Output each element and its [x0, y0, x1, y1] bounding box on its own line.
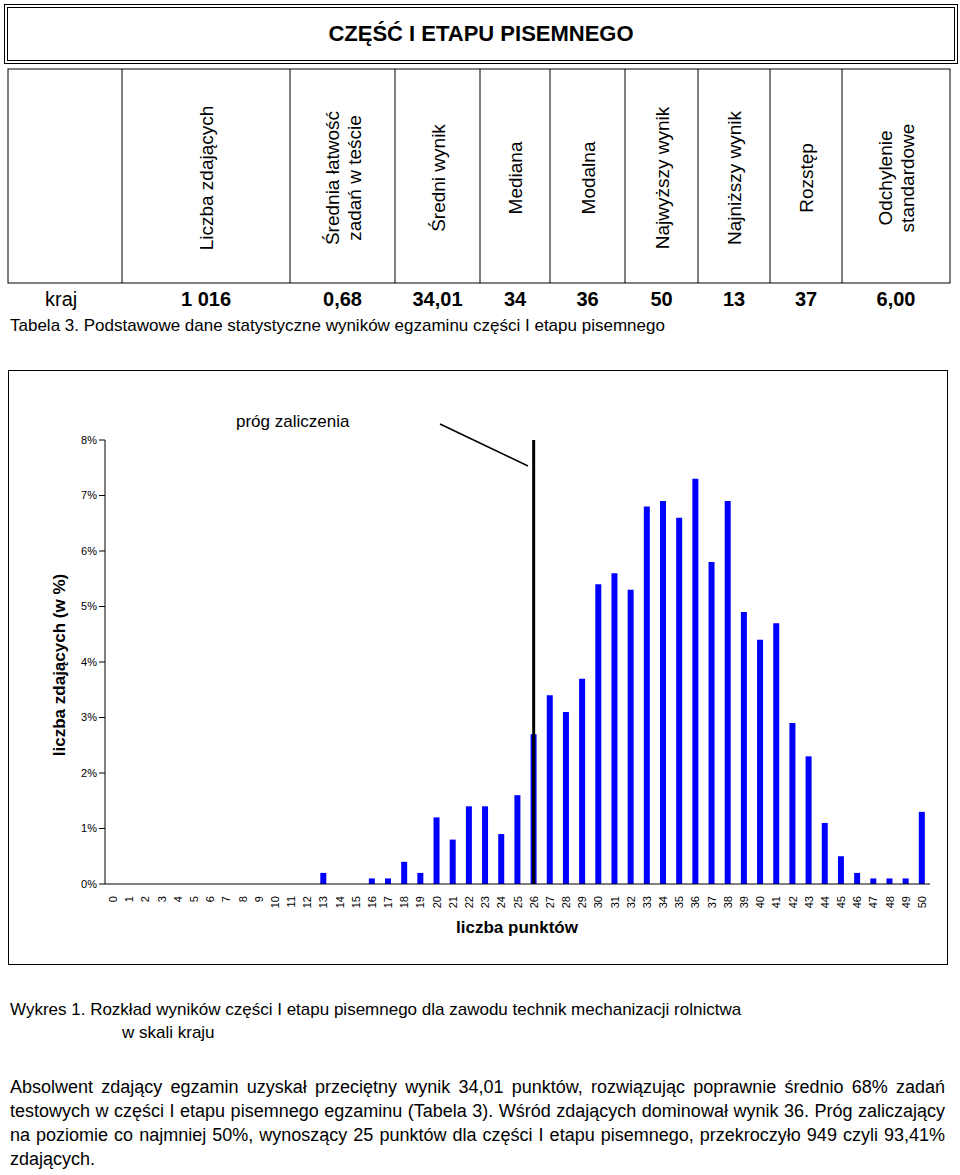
html-text:liczba zdających (w %): liczba zdających (w %)	[50, 573, 69, 757]
svg-text:35: 35	[673, 896, 685, 908]
svg-text:17: 17	[382, 896, 394, 908]
html-text:13: 13	[722, 288, 746, 310]
html-text:0,68: 0,68	[323, 288, 362, 310]
svg-text:24: 24	[495, 896, 507, 908]
svg-text:22: 22	[463, 896, 475, 908]
svg-text:3: 3	[156, 896, 168, 902]
svg-text:11: 11	[285, 896, 297, 907]
svg-text:Najniższy wynik: Najniższy wynik	[724, 110, 745, 245]
svg-text:3%: 3%	[81, 711, 97, 723]
svg-text:7%: 7%	[81, 489, 97, 501]
svg-text:29: 29	[576, 896, 588, 908]
svg-text:41: 41	[770, 896, 782, 908]
svg-text:42: 42	[787, 896, 799, 908]
html-text:Absolwent zdający egzamin uzys: Absolwent zdający egzamin uzyskał przeci…	[10, 1077, 945, 1169]
html-text:1 016: 1 016	[181, 288, 231, 310]
svg-text:Liczba zdających: Liczba zdających	[196, 106, 217, 251]
svg-text:2%: 2%	[81, 767, 97, 779]
svg-text:10: 10	[269, 896, 281, 908]
svg-text:9: 9	[253, 896, 265, 902]
svg-text:50: 50	[916, 896, 928, 908]
svg-text:0: 0	[107, 896, 119, 902]
svg-text:8%: 8%	[81, 434, 97, 446]
svg-text:4: 4	[172, 896, 184, 902]
svg-text:49: 49	[900, 896, 912, 908]
svg-text:34: 34	[657, 896, 669, 908]
svg-text:1: 1	[123, 896, 135, 902]
html-text:próg zaliczenia: próg zaliczenia	[236, 412, 350, 431]
svg-text:15: 15	[350, 896, 362, 908]
svg-text:27: 27	[544, 896, 556, 908]
svg-text:43: 43	[803, 896, 815, 908]
svg-text:2: 2	[139, 896, 151, 902]
svg-text:26: 26	[528, 896, 540, 908]
svg-text:0%: 0%	[81, 878, 97, 890]
svg-text:14: 14	[334, 896, 346, 908]
html-text:50: 50	[650, 288, 673, 310]
svg-text:47: 47	[867, 896, 879, 908]
svg-text:37: 37	[706, 896, 718, 908]
svg-text:19: 19	[414, 896, 426, 908]
html-text:36: 36	[576, 288, 599, 310]
svg-text:5%: 5%	[81, 600, 97, 612]
svg-text:Rozstęp: Rozstęp	[796, 143, 817, 213]
svg-text:Średnia łatwośćzadań w teście: Średnia łatwośćzadań w teście	[322, 111, 365, 245]
svg-text:28: 28	[560, 896, 572, 908]
svg-text:44: 44	[819, 896, 831, 908]
html-text:Wykres 1. Rozkład wyników częś: Wykres 1. Rozkład wyników części I etapu…	[10, 1000, 742, 1019]
svg-text:45: 45	[835, 896, 847, 908]
svg-text:20: 20	[431, 896, 443, 908]
svg-text:Odchyleniestandardowe: Odchyleniestandardowe	[875, 124, 918, 233]
svg-text:31: 31	[609, 896, 621, 908]
svg-text:23: 23	[479, 896, 491, 908]
html-text:6,00: 6,00	[876, 288, 916, 310]
svg-text:38: 38	[722, 896, 734, 908]
svg-text:7: 7	[220, 896, 232, 902]
svg-text:39: 39	[738, 896, 750, 908]
html-text:37: 37	[794, 288, 818, 310]
svg-text:6: 6	[204, 896, 216, 902]
svg-text:16: 16	[366, 896, 378, 908]
svg-text:36: 36	[689, 896, 701, 908]
html-text:Tabela 3. Podstawowe dane stat: Tabela 3. Podstawowe dane statystyczne w…	[10, 316, 665, 335]
svg-text:21: 21	[447, 896, 459, 908]
svg-text:1%: 1%	[81, 822, 97, 834]
svg-text:6%: 6%	[81, 545, 97, 557]
html-text:CZĘŚĆ I ETAPU PISEMNEGO: CZĘŚĆ I ETAPU PISEMNEGO	[328, 21, 634, 46]
svg-text:13: 13	[317, 896, 329, 908]
svg-text:25: 25	[512, 896, 524, 908]
svg-text:40: 40	[754, 896, 766, 908]
svg-text:8: 8	[237, 896, 249, 902]
svg-text:Najwyższy wynik: Najwyższy wynik	[652, 106, 673, 249]
svg-text:Mediana: Mediana	[505, 141, 526, 214]
svg-text:4%: 4%	[81, 656, 97, 668]
svg-text:18: 18	[398, 896, 410, 908]
svg-text:5: 5	[188, 896, 200, 902]
html-text:liczba punktów: liczba punktów	[456, 918, 578, 937]
html-text:34,01: 34,01	[412, 288, 463, 310]
svg-text:12: 12	[301, 896, 313, 908]
svg-text:33: 33	[641, 896, 653, 908]
svg-text:Średni wynik: Średni wynik	[428, 124, 449, 232]
svg-text:48: 48	[884, 896, 896, 908]
svg-text:46: 46	[851, 896, 863, 908]
html-text:34: 34	[503, 288, 527, 310]
html-text:w skali kraju: w skali kraju	[122, 1023, 215, 1042]
html-text:kraj: kraj	[45, 288, 78, 310]
svg-text:32: 32	[625, 896, 637, 908]
svg-text:Modalna: Modalna	[578, 141, 599, 214]
svg-text:30: 30	[592, 896, 604, 908]
